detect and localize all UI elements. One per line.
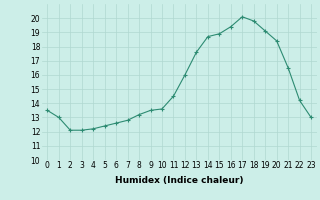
X-axis label: Humidex (Indice chaleur): Humidex (Indice chaleur) — [115, 176, 244, 185]
